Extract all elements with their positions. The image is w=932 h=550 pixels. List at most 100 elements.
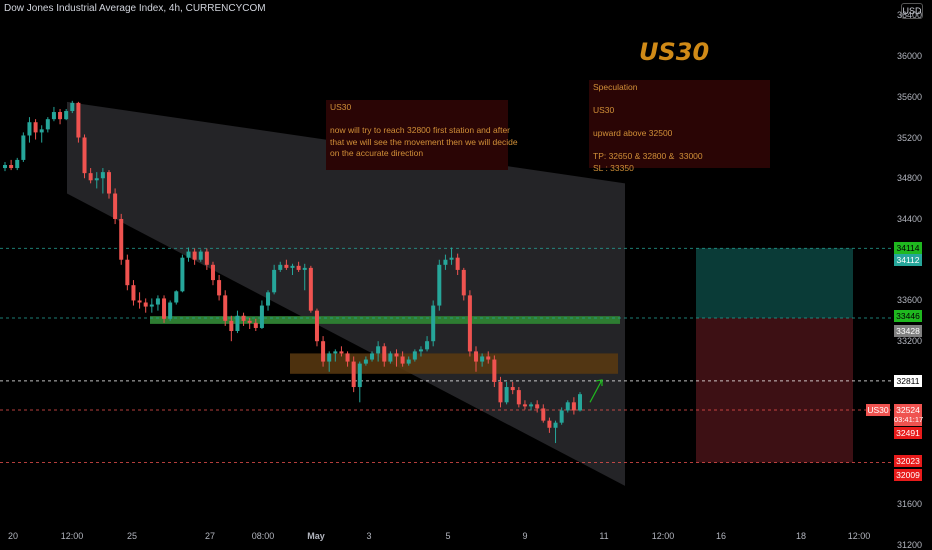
- price-tick: 35200: [896, 132, 922, 143]
- candle-body: [70, 102, 75, 112]
- candle-body: [125, 259, 130, 286]
- price-label: 33446: [894, 310, 922, 323]
- candle-body: [351, 361, 356, 388]
- note-line: [593, 117, 766, 129]
- candle-body: [247, 320, 252, 323]
- candle-body: [333, 351, 338, 354]
- candle-body: [406, 359, 411, 364]
- candle-body: [58, 112, 63, 120]
- symbol-tag: US30: [866, 404, 890, 417]
- candle-body: [388, 353, 393, 362]
- time-tick: 25: [126, 531, 138, 541]
- note-line: [593, 140, 766, 152]
- candle-body: [180, 257, 185, 292]
- time-tick: 3: [366, 531, 372, 541]
- candle-body: [119, 218, 124, 260]
- candle-body: [33, 122, 38, 133]
- note-line: now will try to reach 32800 first statio…: [330, 125, 511, 135]
- currency-button[interactable]: USD: [901, 3, 923, 19]
- time-tick: May: [307, 531, 325, 541]
- candle-body: [284, 264, 289, 268]
- note-line: upward above 32500: [593, 128, 673, 138]
- time-tick: 18: [795, 531, 807, 541]
- price-label: 32023: [894, 455, 922, 468]
- candle-body: [571, 402, 576, 411]
- candle-body: [223, 295, 228, 321]
- candle-body: [498, 381, 503, 403]
- candle-body: [241, 315, 246, 321]
- time-tick: 5: [445, 531, 451, 541]
- chart-title-text: US30: [639, 38, 710, 66]
- candle-body: [3, 165, 7, 169]
- candle-body: [522, 404, 527, 407]
- price-tick: 35600: [896, 91, 922, 102]
- candle-body: [174, 291, 179, 303]
- price-label: 03:41:17: [894, 413, 924, 426]
- candle-body: [486, 356, 491, 360]
- candle-body: [253, 322, 258, 328]
- candle-body: [437, 264, 442, 306]
- candle-body: [149, 304, 154, 307]
- candle-body: [217, 280, 222, 296]
- candle-body: [308, 267, 313, 311]
- candle-body: [535, 404, 540, 409]
- price-label: 32524: [894, 404, 922, 417]
- candle-body: [400, 356, 405, 364]
- candle-body: [376, 346, 381, 354]
- price-label: 33428: [894, 325, 922, 338]
- analysis-note-left[interactable]: US30 now will try to reach 32800 first st…: [326, 100, 518, 170]
- candle-body: [94, 178, 99, 181]
- price-label: 32009: [894, 468, 922, 481]
- note-line: US30: [330, 102, 352, 112]
- time-tick: 16: [715, 531, 727, 541]
- candle-body: [516, 390, 521, 405]
- candle-body: [100, 172, 105, 179]
- candle-body: [76, 102, 81, 138]
- candle-body: [204, 251, 209, 265]
- note-line: SL : 33350: [593, 162, 634, 173]
- arrow-head: [595, 379, 603, 387]
- candle-body: [314, 310, 319, 342]
- analysis-note-right[interactable]: Speculation US30 upward above 32500 TP: 326…: [589, 80, 770, 173]
- time-tick: 11: [599, 531, 609, 541]
- candle-body: [9, 165, 14, 169]
- candle-body: [21, 135, 26, 160]
- candle-body: [296, 265, 301, 270]
- candle-body: [547, 420, 552, 428]
- symbol-header[interactable]: Dow Jones Industrial Average Index, 4h, …: [4, 3, 266, 14]
- candle-body: [480, 356, 485, 362]
- price-tick: 36400: [896, 10, 922, 21]
- candle-body: [394, 353, 399, 357]
- note-line: [593, 94, 766, 106]
- stop-loss-area: [696, 317, 853, 463]
- price-tick: 31600: [896, 499, 922, 510]
- candle-body: [357, 363, 362, 388]
- candle-body: [363, 359, 368, 364]
- candle-body: [553, 422, 558, 428]
- price-tick: 31200: [896, 539, 922, 550]
- candle-body: [302, 267, 307, 270]
- candle-body: [418, 349, 423, 352]
- candle-body: [15, 159, 20, 169]
- candle-body: [210, 264, 215, 281]
- candle-body: [131, 285, 136, 301]
- candle-body: [327, 353, 332, 362]
- candle-body: [113, 193, 118, 219]
- descending-channel: [67, 101, 625, 486]
- candle-body: [278, 264, 283, 270]
- candle-body: [192, 251, 197, 260]
- candle-body: [412, 351, 417, 360]
- candle-body: [259, 305, 264, 328]
- candle-body: [64, 111, 69, 120]
- support-zone: [150, 316, 620, 324]
- candle-body: [155, 298, 160, 305]
- demand-zone: [290, 353, 618, 374]
- take-profit-area: [696, 248, 853, 318]
- note-line: Speculation: [593, 82, 638, 92]
- time-tick: 12:00: [847, 531, 871, 541]
- price-tick: 36000: [896, 51, 922, 62]
- candle-body: [449, 257, 454, 260]
- time-tick: 9: [522, 531, 528, 541]
